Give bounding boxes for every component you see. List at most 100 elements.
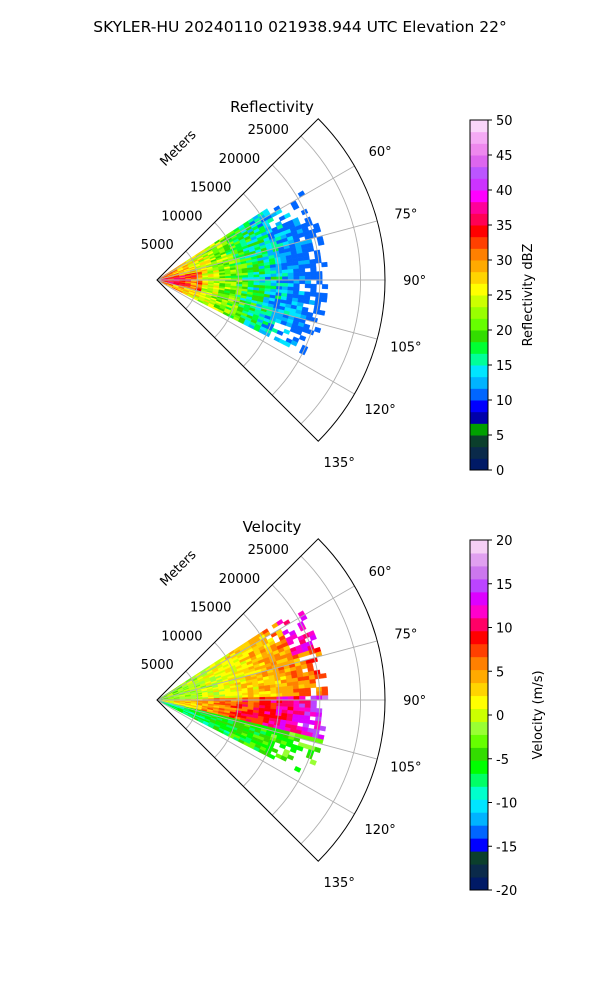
- velocity-colorbar-segment: [470, 877, 488, 891]
- reflectivity-data-cell: [310, 283, 317, 289]
- reflectivity-colorbar: 0 5 10 15 20 25 30 35 40 45 50: [469, 114, 513, 479]
- velocity-data-cell: [310, 703, 317, 709]
- velocity-data-cell: [299, 695, 306, 701]
- velocity-range-tick-label: 5000: [141, 658, 174, 673]
- velocity-colorbar-tick-label: 15: [496, 578, 513, 593]
- velocity-radial-axis-label: Meters: [158, 547, 200, 589]
- reflectivity-colorbar-segment: [470, 248, 488, 261]
- reflectivity-data-cell: [282, 279, 289, 284]
- figure-title: SKYLER-HU 20240110 021938.944 UTC Elevat…: [93, 18, 507, 36]
- reflectivity-data-cell: [310, 267, 317, 273]
- velocity-range-tick-label: 10000: [161, 629, 202, 644]
- reflectivity-data-cell: [287, 283, 294, 288]
- velocity-colorbar-label: Velocity (m/s): [531, 670, 546, 759]
- reflectivity-data-cell: [270, 282, 277, 287]
- reflectivity-azimuth-tick-label: 60°: [369, 145, 392, 160]
- velocity-data-cell: [298, 688, 306, 693]
- reflectivity-data-cell: [310, 287, 317, 293]
- velocity-data-cell: [281, 689, 289, 694]
- reflectivity-data-cell: [264, 273, 272, 278]
- velocity-data-cell: [282, 692, 289, 697]
- velocity-data-cell: [293, 703, 300, 708]
- reflectivity-data-cell: [264, 282, 272, 287]
- reflectivity-colorbar-segment: [470, 458, 488, 471]
- reflectivity-data-cell: [293, 283, 300, 288]
- velocity-range-tick-label: 15000: [190, 601, 231, 616]
- velocity-colorbar-tick-label: -5: [496, 753, 509, 768]
- velocity-data-cell: [309, 678, 316, 685]
- velocity-data-cell: [293, 688, 300, 694]
- reflectivity-data-cell: [298, 264, 305, 270]
- reflectivity-data-cell: [309, 263, 317, 269]
- reflectivity-data-cell: [299, 279, 306, 285]
- reflectivity-data-cell: [287, 272, 294, 277]
- velocity-colorbar-tick-label: -20: [496, 884, 517, 899]
- reflectivity-colorbar-segment: [470, 423, 488, 436]
- velocity-data-cell: [247, 694, 255, 698]
- velocity-azimuth-tick-label: 75°: [394, 627, 417, 642]
- velocity-data-sector: [156, 610, 329, 773]
- reflectivity-data-cell: [291, 203, 300, 211]
- reflectivity-azimuth-spoke: [156, 165, 355, 281]
- velocity-azimuth-tick-label: 60°: [369, 565, 392, 580]
- reflectivity-data-cell: [298, 334, 307, 342]
- reflectivity-colorbar-tick-label: 5: [496, 429, 504, 444]
- velocity-colorbar-segment: [470, 760, 488, 774]
- reflectivity-data-cell: [283, 341, 292, 348]
- reflectivity-colorbar-tick-label: 50: [496, 114, 513, 129]
- velocity-colorbar-segment: [470, 851, 488, 865]
- velocity-data-cell: [270, 693, 277, 698]
- reflectivity-data-cell: [283, 328, 291, 335]
- velocity-data-cell: [310, 699, 317, 705]
- reflectivity-colorbar-segment: [470, 435, 488, 448]
- reflectivity-data-cell: [320, 297, 328, 303]
- velocity-data-cell: [259, 691, 266, 695]
- reflectivity-data-cell: [270, 270, 277, 275]
- reflectivity-colorbar-segment: [470, 306, 488, 319]
- velocity-data-cell: [321, 686, 328, 692]
- reflectivity-data-cell: [303, 299, 310, 305]
- velocity-sector-border: [156, 538, 386, 862]
- reflectivity-colorbar-tick-label: 35: [496, 219, 513, 234]
- velocity-colorbar-segment: [470, 540, 488, 554]
- velocity-data-cell: [320, 673, 327, 679]
- velocity-data-cell: [304, 687, 311, 693]
- velocity-colorbar-segment: [470, 864, 488, 878]
- reflectivity-colorbar-segment: [470, 400, 488, 413]
- reflectivity-colorbar-segment: [470, 236, 488, 249]
- reflectivity-colorbar-segment: [470, 341, 488, 354]
- reflectivity-data-cell: [293, 272, 300, 277]
- reflectivity-data-cell: [321, 292, 328, 299]
- velocity-data-cell: [299, 703, 306, 708]
- velocity-data-cell: [259, 694, 266, 698]
- reflectivity-axis-labels: 5000 10000 15000 20000 25000 60° 75° 90° 105° 120…: [141, 123, 426, 471]
- reflectivity-colorbar-segment: [470, 353, 488, 366]
- velocity-colorbar-segment: [470, 578, 488, 593]
- reflectivity-data-cell: [310, 271, 317, 277]
- reflectivity-colorbar-segment: [470, 178, 488, 191]
- velocity-axis-labels: 5000 10000 15000 20000 25000 60° 75° 90° 105° 120…: [141, 543, 426, 891]
- reflectivity-data-cell: [299, 275, 306, 281]
- velocity-data-cell: [281, 686, 288, 691]
- reflectivity-data-cell: [313, 326, 322, 334]
- velocity-colorbar-segment: [470, 786, 488, 800]
- reflectivity-data-cell: [276, 329, 284, 336]
- reflectivity-data-cell: [282, 272, 289, 277]
- velocity-colorbar-segment: [470, 695, 488, 710]
- velocity-data-cell: [282, 699, 289, 704]
- reflectivity-azimuth-spoke: [156, 279, 355, 395]
- reflectivity-colorbar-tick-label: 10: [496, 394, 513, 409]
- reflectivity-data-cell: [299, 272, 306, 277]
- velocity-data-cell: [309, 634, 317, 642]
- reflectivity-data-cell: [270, 276, 277, 281]
- velocity-data-cell: [304, 703, 312, 709]
- velocity-data-cell: [236, 695, 243, 699]
- reflectivity-radial-axis-label: Meters: [158, 127, 200, 169]
- reflectivity-colorbar-tick-label: 30: [496, 254, 513, 269]
- reflectivity-colorbar-segment: [470, 143, 488, 156]
- reflectivity-data-cell: [321, 261, 328, 268]
- velocity-azimuth-tick-label: 120°: [364, 823, 395, 838]
- reflectivity-colorbar-segment: [470, 131, 488, 144]
- reflectivity-data-cell: [242, 275, 249, 278]
- reflectivity-range-tick-label: 15000: [190, 181, 231, 196]
